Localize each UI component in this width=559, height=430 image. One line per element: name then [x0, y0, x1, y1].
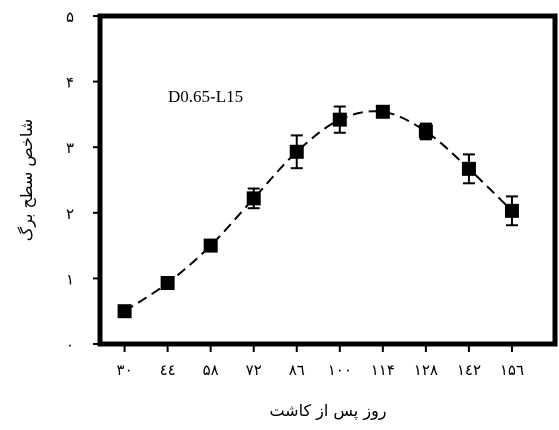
y-tick-label: ۵ [66, 8, 74, 26]
y-axis: ۰ ۱ ۲ ۳ ۴ ۵ [66, 8, 100, 354]
data-point [504, 203, 519, 218]
x-tick-label: ۱۵٦ [500, 361, 524, 379]
error-bars [247, 105, 518, 227]
y-tick-label: ۰ [66, 336, 74, 354]
x-tick-label: ۸٦ [289, 361, 305, 379]
x-tick-label: ۱۰۰ [328, 361, 352, 379]
data-point [203, 238, 218, 253]
data-point [289, 144, 304, 159]
chart-annotation: D0.65-L15 [168, 87, 243, 106]
x-tick-label: ۳۰ [117, 361, 133, 379]
data-markers [117, 104, 519, 319]
x-axis: ۳۰ ٤٤ ۵۸ ۷۲ ۸٦ ۱۰۰ ۱۱۴ ۱۲۸ ۱٤۲ ۱۵٦ [117, 344, 524, 379]
x-tick-label: ٤٤ [160, 361, 176, 379]
data-point [418, 124, 433, 139]
y-tick-label: ۳ [66, 139, 74, 157]
y-tick-label: ۱ [66, 270, 74, 288]
data-point [375, 104, 390, 119]
y-tick-label: ۲ [66, 205, 74, 223]
data-point [461, 161, 476, 176]
x-tick-label: ۱۲۸ [414, 361, 438, 379]
y-axis-title: شاخص سطح برگ [17, 119, 37, 241]
data-point [160, 275, 175, 290]
series-line [124, 110, 513, 313]
x-tick-label: ۷۲ [246, 361, 262, 379]
data-point [117, 304, 132, 319]
data-point [246, 191, 261, 206]
x-tick-label: ۵۸ [203, 361, 219, 379]
y-tick-label: ۴ [66, 74, 74, 92]
plot-frame [97, 13, 558, 347]
x-tick-label: ۱٤۲ [457, 361, 481, 379]
x-axis-title: روز پس از کاشت [269, 401, 386, 421]
data-point [332, 112, 347, 127]
x-tick-label: ۱۱۴ [371, 361, 395, 379]
